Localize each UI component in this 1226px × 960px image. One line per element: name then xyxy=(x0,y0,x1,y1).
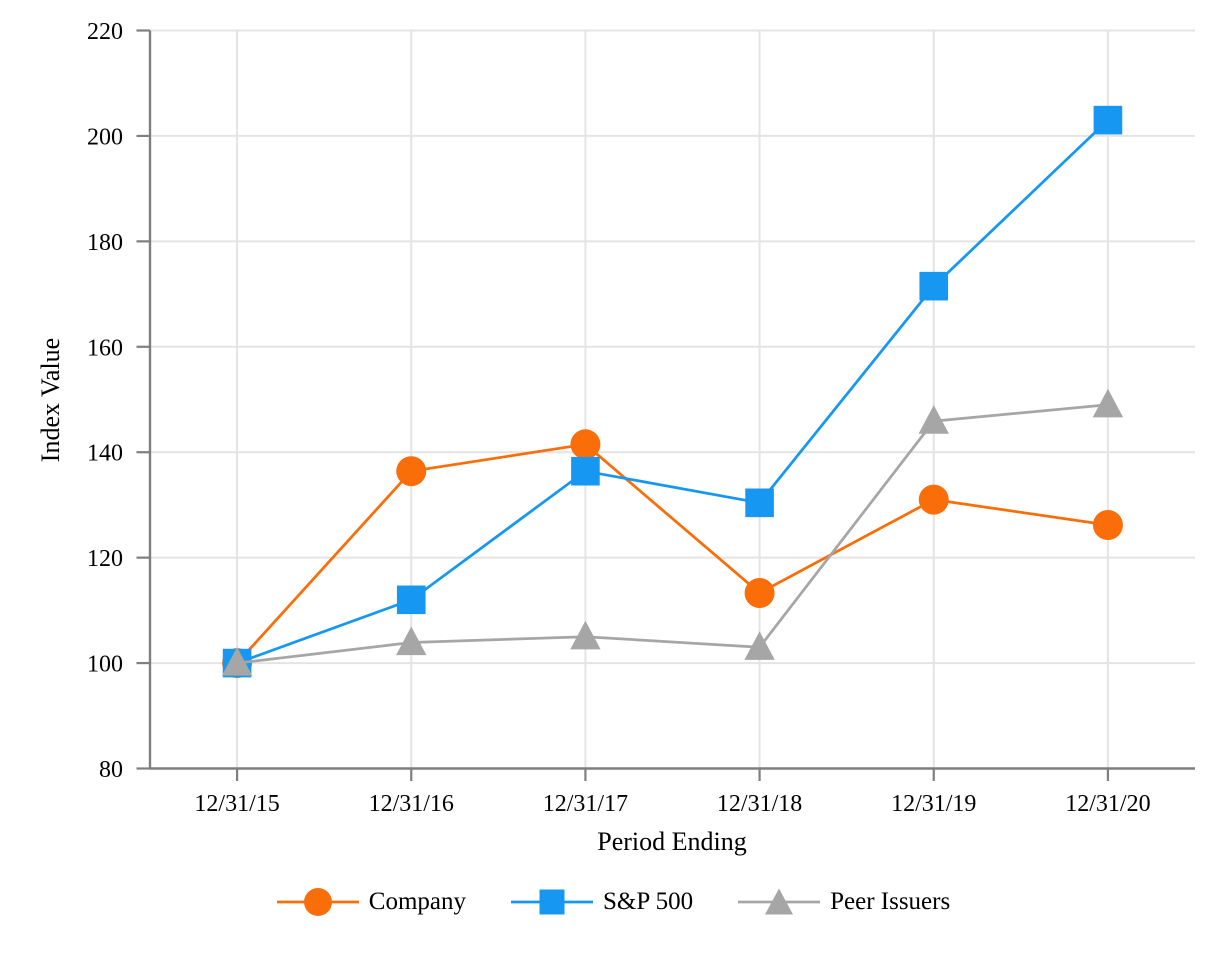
series-peer-issuers-marker xyxy=(1092,388,1124,418)
legend-marker-circle-icon xyxy=(303,888,332,916)
y-axis-title: Index Value xyxy=(36,337,65,463)
series-s-p-500-marker xyxy=(919,271,949,301)
series-peer-issuers-marker xyxy=(744,631,775,660)
series-peer-issuers-marker xyxy=(396,626,427,656)
series-company-marker xyxy=(570,429,601,460)
series-peer-issuers-marker xyxy=(221,647,253,676)
series-s-p-500-marker xyxy=(571,456,600,486)
x-tick-label: 12/31/17 xyxy=(543,791,628,817)
y-tick-label: 160 xyxy=(87,335,123,361)
series-s-p-500-marker xyxy=(396,585,426,615)
legend-marker-triangle-icon xyxy=(765,888,794,915)
x-tick-label: 12/31/20 xyxy=(1065,791,1150,817)
series-peer-issuers-marker xyxy=(918,405,949,434)
legend-marker-square-icon xyxy=(539,889,565,915)
y-tick-label: 80 xyxy=(99,757,123,783)
x-axis-title: Period Ending xyxy=(597,827,747,856)
legend: Company S&P 500 Peer Issuers xyxy=(0,886,1226,918)
series-company-marker xyxy=(918,484,949,515)
series-company-marker xyxy=(396,456,427,487)
y-tick-label: 180 xyxy=(87,230,123,256)
y-tick-label: 120 xyxy=(87,546,123,572)
company-line-marker-icon xyxy=(276,888,359,916)
series-s-p-500-marker xyxy=(745,488,774,518)
y-tick-label: 140 xyxy=(87,441,123,467)
y-tick-label: 200 xyxy=(87,124,123,150)
peer-issuers-line-marker-icon xyxy=(738,888,821,915)
series-company-marker xyxy=(1092,509,1123,540)
x-tick-label: 12/31/19 xyxy=(891,791,976,817)
series-company-line xyxy=(235,442,1110,665)
legend-label-company: Company xyxy=(368,888,467,915)
series-peer-issuers-line xyxy=(235,403,1110,665)
legend-item-sp500: S&P 500 xyxy=(510,886,693,918)
sp500-line-marker-icon xyxy=(511,889,594,915)
y-tick-label: 100 xyxy=(87,652,123,678)
legend-item-peer-issuers: Peer Issuers xyxy=(737,886,950,918)
series-company-marker xyxy=(744,577,775,608)
x-tick-label: 12/31/16 xyxy=(369,791,454,817)
legend-item-company: Company xyxy=(276,886,466,918)
x-tick-label: 12/31/15 xyxy=(194,791,279,817)
x-tick-label: 12/31/18 xyxy=(717,791,802,817)
series-s-p-500-marker xyxy=(1093,105,1123,135)
series-peer-issuers-marker xyxy=(570,620,601,650)
y-tick-label: 220 xyxy=(87,19,123,45)
series-s-p-500-line xyxy=(235,118,1110,665)
legend-label-peer-issuers: Peer Issuers xyxy=(830,888,951,915)
legend-label-sp500: S&P 500 xyxy=(603,888,694,915)
